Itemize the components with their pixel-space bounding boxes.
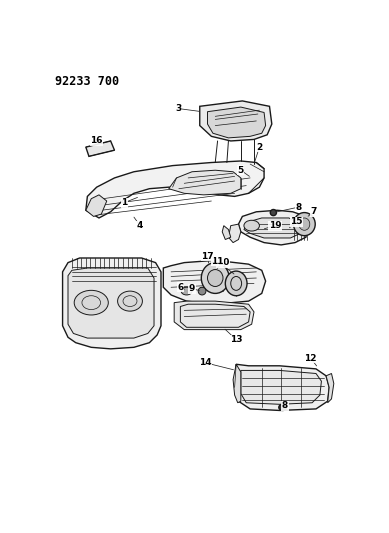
Polygon shape xyxy=(86,161,264,218)
Ellipse shape xyxy=(117,291,142,311)
Ellipse shape xyxy=(225,271,247,296)
Text: 16: 16 xyxy=(90,136,103,146)
Text: 1: 1 xyxy=(121,198,128,207)
Polygon shape xyxy=(222,225,231,239)
Polygon shape xyxy=(228,224,241,243)
Text: 19: 19 xyxy=(269,221,281,230)
Text: 11: 11 xyxy=(211,256,224,265)
Polygon shape xyxy=(233,364,241,403)
Text: 17: 17 xyxy=(201,252,214,261)
Ellipse shape xyxy=(270,209,277,216)
Ellipse shape xyxy=(207,270,223,287)
Text: 92233 700: 92233 700 xyxy=(55,75,119,88)
Polygon shape xyxy=(86,195,107,216)
Text: 8: 8 xyxy=(295,203,301,212)
Polygon shape xyxy=(68,268,154,338)
Text: 2: 2 xyxy=(256,143,263,151)
Text: 8: 8 xyxy=(282,401,288,410)
Polygon shape xyxy=(169,170,241,195)
Ellipse shape xyxy=(299,218,310,230)
Polygon shape xyxy=(200,101,272,141)
Polygon shape xyxy=(238,210,308,245)
Polygon shape xyxy=(86,141,114,156)
Polygon shape xyxy=(244,218,300,238)
Polygon shape xyxy=(241,370,321,405)
Polygon shape xyxy=(326,374,334,403)
Polygon shape xyxy=(207,107,266,138)
Polygon shape xyxy=(235,364,329,410)
Ellipse shape xyxy=(74,290,108,315)
Ellipse shape xyxy=(201,263,229,294)
Text: 6: 6 xyxy=(177,283,184,292)
Polygon shape xyxy=(174,301,254,329)
Text: 5: 5 xyxy=(238,166,244,175)
Text: 12: 12 xyxy=(304,353,317,362)
Text: 14: 14 xyxy=(199,358,212,367)
Ellipse shape xyxy=(279,405,287,410)
Text: 4: 4 xyxy=(137,221,143,230)
Text: 10: 10 xyxy=(217,258,229,267)
Polygon shape xyxy=(63,258,161,349)
Ellipse shape xyxy=(198,287,206,295)
Text: 9: 9 xyxy=(189,284,195,293)
Text: 15: 15 xyxy=(290,217,303,227)
Ellipse shape xyxy=(294,213,315,236)
Text: 7: 7 xyxy=(310,207,317,216)
Text: 3: 3 xyxy=(176,104,182,113)
Text: 13: 13 xyxy=(230,335,242,344)
Ellipse shape xyxy=(244,220,259,231)
Ellipse shape xyxy=(181,287,192,295)
Polygon shape xyxy=(163,260,266,304)
